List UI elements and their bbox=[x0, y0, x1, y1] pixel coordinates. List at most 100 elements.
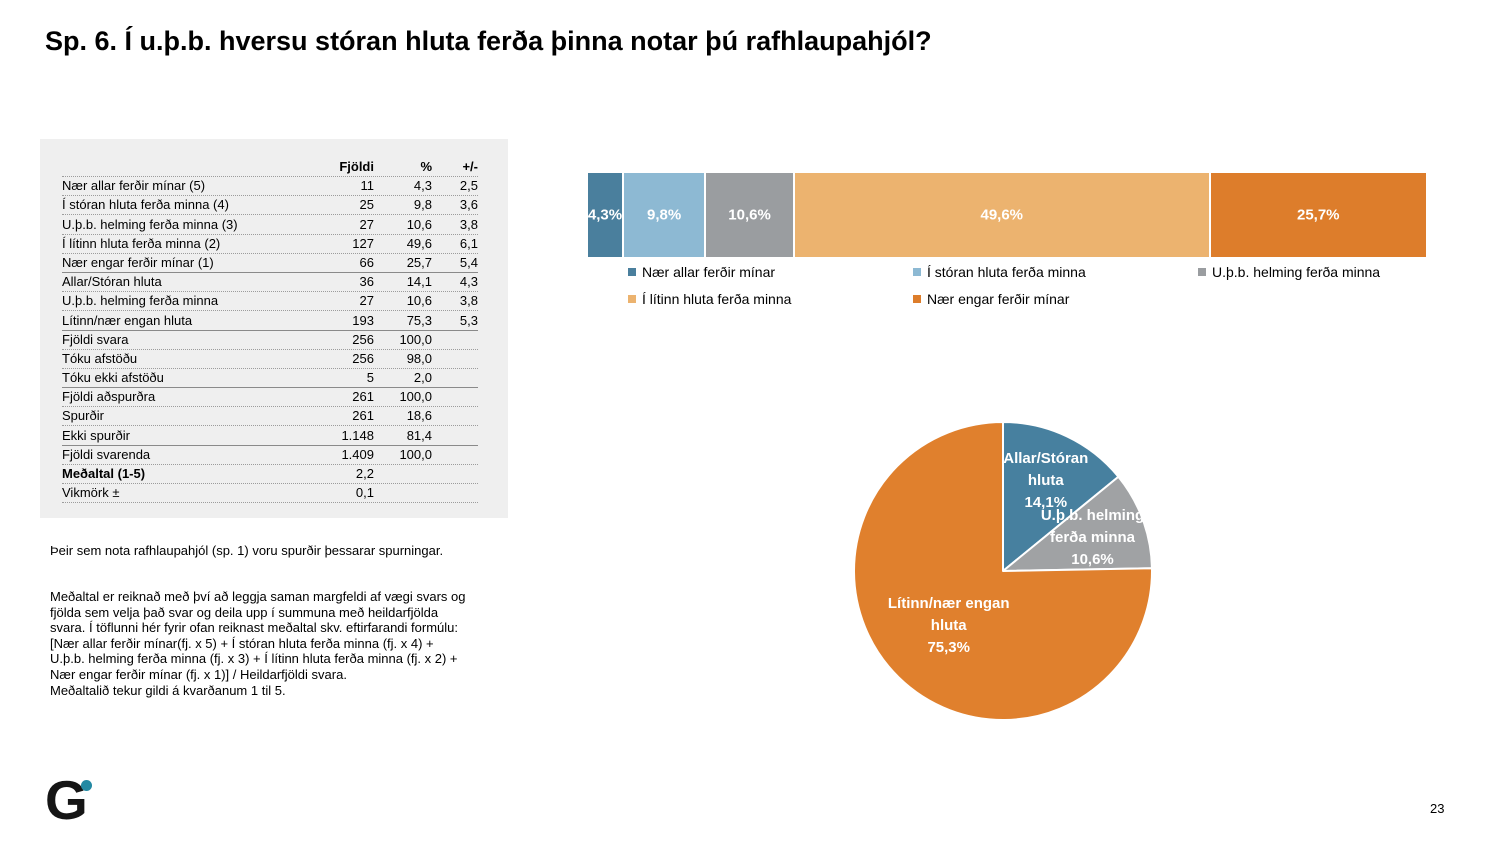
bar-segment-label: 4,3% bbox=[587, 206, 623, 224]
legend-label: Í lítinn hluta ferða minna bbox=[642, 291, 792, 307]
cell-fjoldi: 66 bbox=[359, 254, 374, 270]
row-label: Í lítinn hluta ferða minna (2) bbox=[62, 235, 221, 251]
cell-fjoldi: 36 bbox=[359, 274, 374, 290]
legend-item: Í stóran hluta ferða minna bbox=[913, 263, 1198, 281]
col-header-empty bbox=[62, 174, 312, 176]
cell-percent: 2,0 bbox=[413, 370, 432, 386]
bar-legend: Nær allar ferðir mínar Í stóran hluta fer… bbox=[628, 263, 1483, 308]
cell-moe bbox=[432, 500, 478, 502]
cell-moe bbox=[432, 366, 478, 368]
cell-percent: 14,1 bbox=[406, 274, 432, 290]
col-header-percent: % bbox=[420, 159, 432, 174]
note-average-formula: Meðaltal er reiknað með því að leggja sa… bbox=[50, 589, 466, 698]
cell-moe: 6,1 bbox=[459, 235, 478, 251]
bar-segment: 4,3% bbox=[587, 173, 625, 257]
pie-slice bbox=[1002, 475, 1153, 572]
cell-percent: 81,4 bbox=[406, 427, 432, 443]
bar-segment: 25,7% bbox=[1210, 173, 1426, 257]
cell-moe: 2,5 bbox=[459, 178, 478, 194]
pie-chart: Allar/Stóran hluta 14,1% U.þ.b. helming f… bbox=[853, 421, 1153, 721]
cell-percent: 100,0 bbox=[399, 331, 432, 347]
table-row: Í stóran hluta ferða minna (4) 25 9,8 3,6 bbox=[62, 196, 478, 216]
cell-percent bbox=[374, 500, 432, 502]
row-label: Nær allar ferðir mínar (5) bbox=[62, 178, 206, 194]
row-label: U.þ.b. helming ferða minna (3) bbox=[62, 216, 238, 232]
table-header-row: Fjöldi % +/- bbox=[62, 156, 478, 177]
cell-fjoldi: 256 bbox=[352, 331, 374, 347]
cell-percent: 75,3 bbox=[406, 312, 432, 328]
cell-fjoldi: 5 bbox=[366, 370, 374, 386]
legend-marker-icon bbox=[913, 268, 921, 276]
cell-percent: 18,6 bbox=[406, 408, 432, 424]
page-title: Sp. 6. Í u.þ.b. hversu stóran hluta ferð… bbox=[45, 26, 932, 56]
cell-percent: 49,6 bbox=[406, 235, 432, 251]
legend-marker-icon bbox=[1198, 268, 1206, 276]
row-label: Í stóran hluta ferða minna (4) bbox=[62, 197, 229, 213]
stats-table-panel: Fjöldi % +/- Nær allar ferðir mínar (5) 1… bbox=[40, 139, 508, 518]
pie-slice-label: Lítinn/nær engan hluta 75,3% bbox=[887, 595, 1010, 657]
table-row: Fjöldi svara 256 100,0 bbox=[62, 331, 478, 350]
cell-percent: 98,0 bbox=[406, 350, 432, 366]
cell-fjoldi: 193 bbox=[352, 312, 374, 328]
row-label: Fjöldi svarenda bbox=[62, 446, 151, 462]
table-row: Fjöldi aðspurðra 261 100,0 bbox=[62, 388, 478, 408]
gallup-logo: G bbox=[45, 769, 105, 831]
bar-segment: 49,6% bbox=[794, 173, 1211, 257]
cell-moe: 3,6 bbox=[459, 197, 478, 213]
cell-percent: 10,6 bbox=[406, 293, 432, 309]
cell-moe: 5,4 bbox=[459, 254, 478, 270]
cell-moe: 3,8 bbox=[459, 293, 478, 309]
bar-segment: 10,6% bbox=[706, 173, 795, 257]
row-label: Fjöldi aðspurðra bbox=[62, 389, 156, 405]
legend-item: Nær engar ferðir mínar bbox=[913, 290, 1198, 308]
cell-moe bbox=[432, 443, 478, 445]
legend-label: Nær allar ferðir mínar bbox=[642, 264, 776, 280]
stacked-bar-chart: 4,3% 9,8% 10,6% 49,6% 25,7% bbox=[588, 173, 1426, 257]
cell-percent: 100,0 bbox=[399, 446, 432, 462]
row-label: Nær engar ferðir mínar (1) bbox=[62, 254, 214, 270]
pie-slice-label: U.þ.b. helming ferða minna 10,6% bbox=[1040, 507, 1145, 569]
table-row: Vikmörk ± 0,1 bbox=[62, 484, 478, 504]
cell-moe bbox=[432, 385, 478, 387]
table-row: Allar/Stóran hluta 36 14,1 4,3 bbox=[62, 273, 478, 293]
table-row: Nær engar ferðir mínar (1) 66 25,7 5,4 bbox=[62, 254, 478, 273]
table-row: Fjöldi svarenda 1.409 100,0 bbox=[62, 446, 478, 465]
row-label: Tóku afstöðu bbox=[62, 350, 138, 366]
cell-moe bbox=[432, 462, 478, 464]
legend-label: U.þ.b. helming ferða minna bbox=[1212, 264, 1381, 280]
row-label: Spurðir bbox=[62, 408, 104, 424]
row-label: Meðaltal (1-5) bbox=[62, 466, 146, 481]
cell-moe bbox=[432, 404, 478, 406]
bar-segment-label: 25,7% bbox=[1296, 206, 1340, 224]
cell-percent: 100,0 bbox=[399, 389, 432, 405]
row-label: Allar/Stóran hluta bbox=[62, 274, 162, 290]
table-row: Nær allar ferðir mínar (5) 11 4,3 2,5 bbox=[62, 177, 478, 197]
table-row: Lítinn/nær engan hluta 193 75,3 5,3 bbox=[62, 311, 478, 331]
legend-item: U.þ.b. helming ferða minna bbox=[1198, 263, 1483, 281]
cell-moe bbox=[432, 481, 478, 483]
cell-fjoldi: 0,1 bbox=[355, 485, 374, 501]
table-row: Spurðir 261 18,6 bbox=[62, 407, 478, 427]
logo-dot-icon bbox=[81, 780, 92, 791]
row-label: Ekki spurðir bbox=[62, 427, 130, 443]
stats-table-body: Nær allar ferðir mínar (5) 11 4,3 2,5 Í stór… bbox=[62, 177, 478, 504]
logo-letter: G bbox=[45, 769, 88, 831]
cell-fjoldi: 27 bbox=[359, 216, 374, 232]
pie-svg bbox=[853, 421, 1153, 721]
table-row: Ekki spurðir 1.148 81,4 bbox=[62, 426, 478, 446]
pie-slice bbox=[853, 421, 1153, 721]
legend-item: Í lítinn hluta ferða minna bbox=[628, 290, 913, 308]
cell-fjoldi: 11 bbox=[360, 178, 375, 194]
cell-fjoldi: 261 bbox=[352, 408, 374, 424]
legend-marker-icon bbox=[628, 295, 636, 303]
row-label: Vikmörk ± bbox=[62, 485, 120, 501]
legend-marker-icon bbox=[628, 268, 636, 276]
row-label: Lítinn/nær engan hluta bbox=[62, 312, 193, 328]
bar-segment: 9,8% bbox=[624, 173, 707, 257]
cell-fjoldi: 25 bbox=[359, 197, 374, 213]
cell-moe: 4,3 bbox=[459, 274, 478, 290]
cell-moe bbox=[432, 423, 478, 425]
legend-label: Nær engar ferðir mínar bbox=[927, 291, 1070, 307]
cell-moe: 3,8 bbox=[459, 216, 478, 232]
